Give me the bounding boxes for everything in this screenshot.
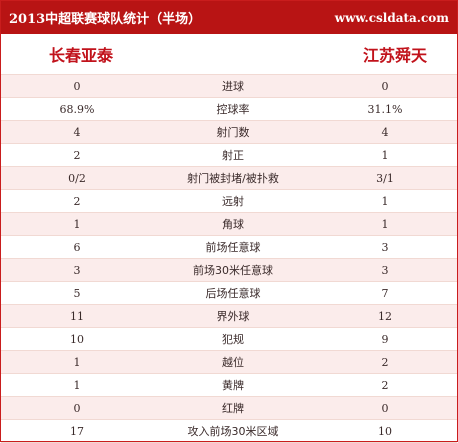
stat-label: 角球 (222, 218, 244, 231)
stat-label: 界外球 (216, 310, 250, 323)
home-stat-value: 1 (73, 378, 81, 392)
site-url[interactable]: www.csldata.com (334, 10, 449, 25)
home-stat-value: 1 (73, 355, 81, 369)
away-stat-value: 3 (381, 240, 389, 254)
stat-label: 远射 (222, 195, 244, 208)
home-stat-value: 11 (70, 309, 84, 323)
away-stat-value: 7 (381, 286, 389, 300)
header-banner: 2013中超联赛球队统计（半场） www.csldata.com (1, 1, 457, 34)
away-stat-value: 0 (381, 401, 389, 415)
stat-row: 1 越位 2 (1, 351, 457, 374)
home-stat-value: 4 (73, 125, 81, 139)
away-stat-value: 0 (381, 79, 389, 93)
home-stat-value: 2 (73, 148, 81, 162)
home-stat-value: 3 (73, 263, 81, 277)
stat-row: 11 界外球 12 (1, 305, 457, 328)
away-stat-value: 1 (381, 194, 389, 208)
away-stat-value: 12 (378, 309, 392, 323)
home-stat-value: 2 (73, 194, 81, 208)
stat-label: 进球 (222, 80, 244, 93)
stat-row: 0 红牌 0 (1, 397, 457, 420)
stat-label: 犯规 (222, 333, 244, 346)
home-stat-value: 1 (73, 217, 81, 231)
home-team-name: 长春亚泰 (49, 46, 114, 65)
home-stat-value: 0/2 (68, 171, 86, 185)
stat-row: 1 黄牌 2 (1, 374, 457, 397)
stat-label: 射门被封堵/被扑救 (187, 172, 279, 185)
away-stat-value: 3/1 (376, 171, 394, 185)
away-stat-value: 2 (381, 378, 389, 392)
home-stat-value: 0 (73, 79, 81, 93)
away-stat-value: 3 (381, 263, 389, 277)
stat-row: 5 后场任意球 7 (1, 282, 457, 305)
home-stat-value: 6 (73, 240, 81, 254)
home-stat-value: 0 (73, 401, 81, 415)
away-stat-value: 2 (381, 355, 389, 369)
stat-row: 3 前场30米任意球 3 (1, 259, 457, 282)
away-team-name: 江苏舜天 (362, 46, 427, 65)
away-stat-value: 4 (381, 125, 389, 139)
away-stat-value: 1 (381, 217, 389, 231)
stat-label: 控球率 (216, 103, 250, 116)
stat-label: 前场任意球 (205, 241, 261, 254)
stats-table: 0 进球 0 68.9% 控球率 31.1% 4 射门数 4 2 射正 1 0/2 射门被封堵/被扑救 3/… (1, 75, 457, 443)
away-stat-value: 1 (381, 148, 389, 162)
stat-label: 射正 (222, 149, 244, 162)
stat-row: 17 攻入前场30米区域 10 (1, 420, 457, 443)
away-stat-value: 9 (381, 332, 389, 346)
home-stat-value: 68.9% (59, 102, 95, 116)
home-stat-value: 17 (70, 424, 84, 438)
stat-row: 1 角球 1 (1, 213, 457, 236)
stat-label: 攻入前场30米区域 (187, 425, 279, 438)
stat-label: 前场30米任意球 (193, 264, 273, 277)
stat-row: 68.9% 控球率 31.1% (1, 98, 457, 121)
away-stat-value: 31.1% (367, 102, 403, 116)
stat-label: 黄牌 (222, 379, 244, 392)
stat-row: 6 前场任意球 3 (1, 236, 457, 259)
stat-row: 2 远射 1 (1, 190, 457, 213)
team-names: 长春亚泰 江苏舜天 (1, 34, 457, 75)
stat-row: 2 射正 1 (1, 144, 457, 167)
stat-row: 0/2 射门被封堵/被扑救 3/1 (1, 167, 457, 190)
stat-row: 0 进球 0 (1, 75, 457, 98)
stat-row: 4 射门数 4 (1, 121, 457, 144)
stat-row: 10 犯规 9 (1, 328, 457, 351)
stat-label: 后场任意球 (205, 287, 261, 300)
home-stat-value: 5 (73, 286, 81, 300)
stat-label: 红牌 (222, 402, 244, 415)
stat-label: 射门数 (216, 126, 250, 139)
away-stat-value: 10 (378, 424, 392, 438)
home-stat-value: 10 (70, 332, 84, 346)
stat-label: 越位 (222, 356, 244, 369)
page-title: 2013中超联赛球队统计（半场） (9, 12, 202, 27)
